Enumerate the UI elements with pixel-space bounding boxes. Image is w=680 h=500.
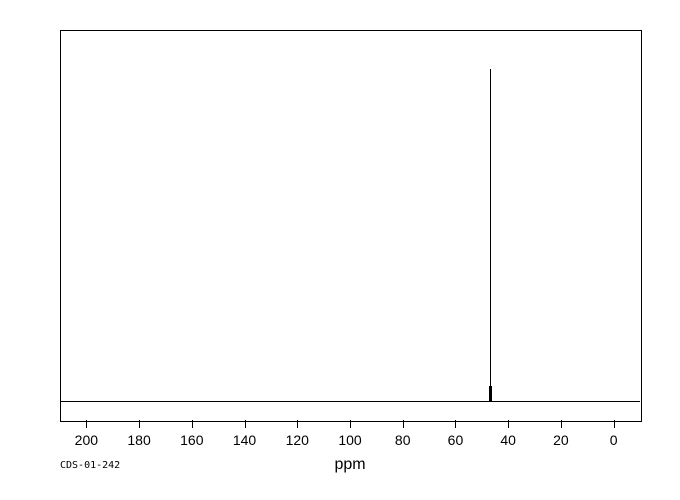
x-tick-mark bbox=[614, 420, 615, 428]
x-tick-label: 120 bbox=[286, 432, 309, 448]
x-tick-label: 140 bbox=[233, 432, 256, 448]
spectrum-peak bbox=[490, 69, 491, 401]
x-tick-label: 80 bbox=[395, 432, 411, 448]
x-tick-mark bbox=[561, 420, 562, 428]
x-tick-label: 200 bbox=[75, 432, 98, 448]
x-tick-label: 40 bbox=[500, 432, 516, 448]
x-axis-label: ppm bbox=[334, 456, 365, 474]
spectrum-peak-base bbox=[489, 386, 492, 401]
plot-area bbox=[60, 30, 642, 422]
x-tick-mark bbox=[508, 420, 509, 428]
x-tick-mark bbox=[245, 420, 246, 428]
nmr-spectrum-chart: 200180160140120100806040200 ppm CDS-01-2… bbox=[0, 0, 680, 500]
x-tick-label: 0 bbox=[610, 432, 618, 448]
x-tick-label: 160 bbox=[180, 432, 203, 448]
sample-id-label: CDS-01-242 bbox=[60, 460, 120, 471]
x-tick-mark bbox=[139, 420, 140, 428]
x-tick-label: 180 bbox=[127, 432, 150, 448]
x-tick-label: 60 bbox=[448, 432, 464, 448]
x-tick-mark bbox=[86, 420, 87, 428]
x-tick-mark bbox=[350, 420, 351, 428]
x-tick-mark bbox=[403, 420, 404, 428]
x-tick-mark bbox=[192, 420, 193, 428]
spectrum-baseline bbox=[60, 401, 640, 402]
x-tick-label: 100 bbox=[338, 432, 361, 448]
x-tick-mark bbox=[455, 420, 456, 428]
x-tick-label: 20 bbox=[553, 432, 569, 448]
x-tick-mark bbox=[297, 420, 298, 428]
